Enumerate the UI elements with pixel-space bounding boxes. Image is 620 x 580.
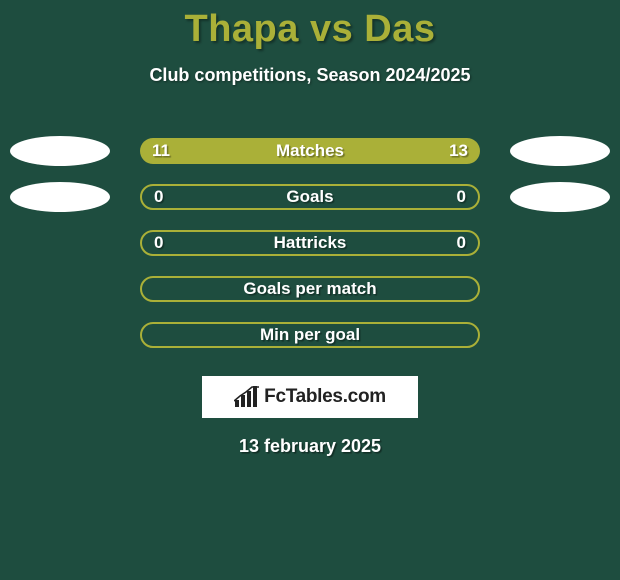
stat-row: Min per goal: [0, 312, 620, 358]
stat-label: Goals per match: [243, 279, 376, 299]
stat-row: Goals per match: [0, 266, 620, 312]
stat-bar: Goals per match: [140, 276, 480, 302]
stat-value-right: 0: [457, 233, 466, 253]
player-right-name: Das: [364, 8, 435, 50]
stat-bar: 0 Goals 0: [140, 184, 480, 210]
stat-row: 11 Matches 13: [0, 128, 620, 174]
source-logo: FcTables.com: [202, 376, 418, 418]
player-left-bubble: [10, 182, 110, 212]
player-left-name: Thapa: [184, 8, 298, 50]
stat-value-left: 0: [154, 233, 163, 253]
player-right-bubble: [510, 136, 610, 166]
stat-label: Goals: [286, 187, 333, 207]
page-title: Thapa vs Das: [0, 0, 620, 51]
player-right-bubble: [510, 182, 610, 212]
player-left-bubble: [10, 136, 110, 166]
stat-value-right: 0: [457, 187, 466, 207]
logo-text: FcTables.com: [264, 386, 386, 408]
title-vs: vs: [310, 8, 353, 50]
stat-bar: 0 Hattricks 0: [140, 230, 480, 256]
stat-bar: Min per goal: [140, 322, 480, 348]
stat-row: 0 Goals 0: [0, 174, 620, 220]
stat-label: Min per goal: [260, 325, 360, 345]
comparison-infographic: Thapa vs Das Club competitions, Season 2…: [0, 0, 620, 580]
subtitle: Club competitions, Season 2024/2025: [0, 65, 620, 86]
stat-label: Hattricks: [274, 233, 347, 253]
stat-value-left: 0: [154, 187, 163, 207]
stat-value-right: 13: [449, 141, 468, 161]
stat-row: 0 Hattricks 0: [0, 220, 620, 266]
stat-bar: 11 Matches 13: [140, 138, 480, 164]
stat-label: Matches: [276, 141, 344, 161]
stats-rows: 11 Matches 13 0 Goals 0 0 Hattricks 0 Goals per m…: [0, 128, 620, 358]
bars-icon: [234, 386, 260, 408]
stat-value-left: 11: [152, 141, 170, 161]
date-label: 13 february 2025: [0, 436, 620, 457]
